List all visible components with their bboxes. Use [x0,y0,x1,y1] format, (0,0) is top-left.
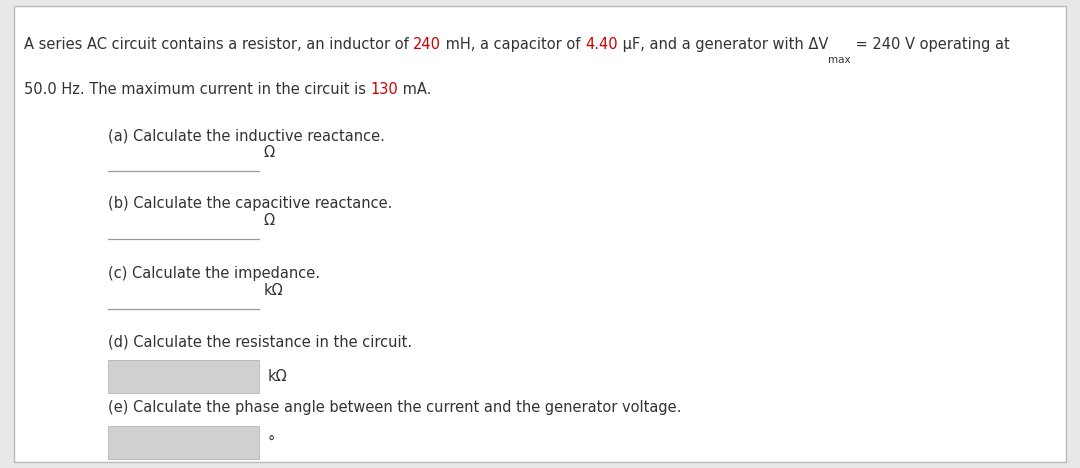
Text: mA.: mA. [399,81,432,96]
Text: (b) Calculate the capacitive reactance.: (b) Calculate the capacitive reactance. [108,196,392,211]
Text: (a) Calculate the inductive reactance.: (a) Calculate the inductive reactance. [108,128,384,143]
Text: kΩ: kΩ [268,369,287,384]
Text: °: ° [268,435,275,450]
Text: A series AC circuit contains a resistor, an inductor of: A series AC circuit contains a resistor,… [24,37,414,52]
Text: = 240 V operating at: = 240 V operating at [851,37,1010,52]
Text: (c) Calculate the impedance.: (c) Calculate the impedance. [108,266,320,281]
Text: Ω: Ω [264,145,274,160]
Text: 50.0 Hz. The maximum current in the circuit is: 50.0 Hz. The maximum current in the circ… [24,81,370,96]
Text: Ω: Ω [264,212,274,227]
Text: 240: 240 [414,37,441,52]
Text: kΩ: kΩ [264,283,283,298]
Text: μF, and a generator with ΔV: μF, and a generator with ΔV [618,37,828,52]
Text: 130: 130 [370,81,399,96]
Text: 4.40: 4.40 [585,37,618,52]
Text: max: max [828,55,851,65]
Text: (d) Calculate the resistance in the circuit.: (d) Calculate the resistance in the circ… [108,334,413,349]
Text: mH, a capacitor of: mH, a capacitor of [441,37,585,52]
Text: (e) Calculate the phase angle between the current and the generator voltage.: (e) Calculate the phase angle between th… [108,400,681,415]
